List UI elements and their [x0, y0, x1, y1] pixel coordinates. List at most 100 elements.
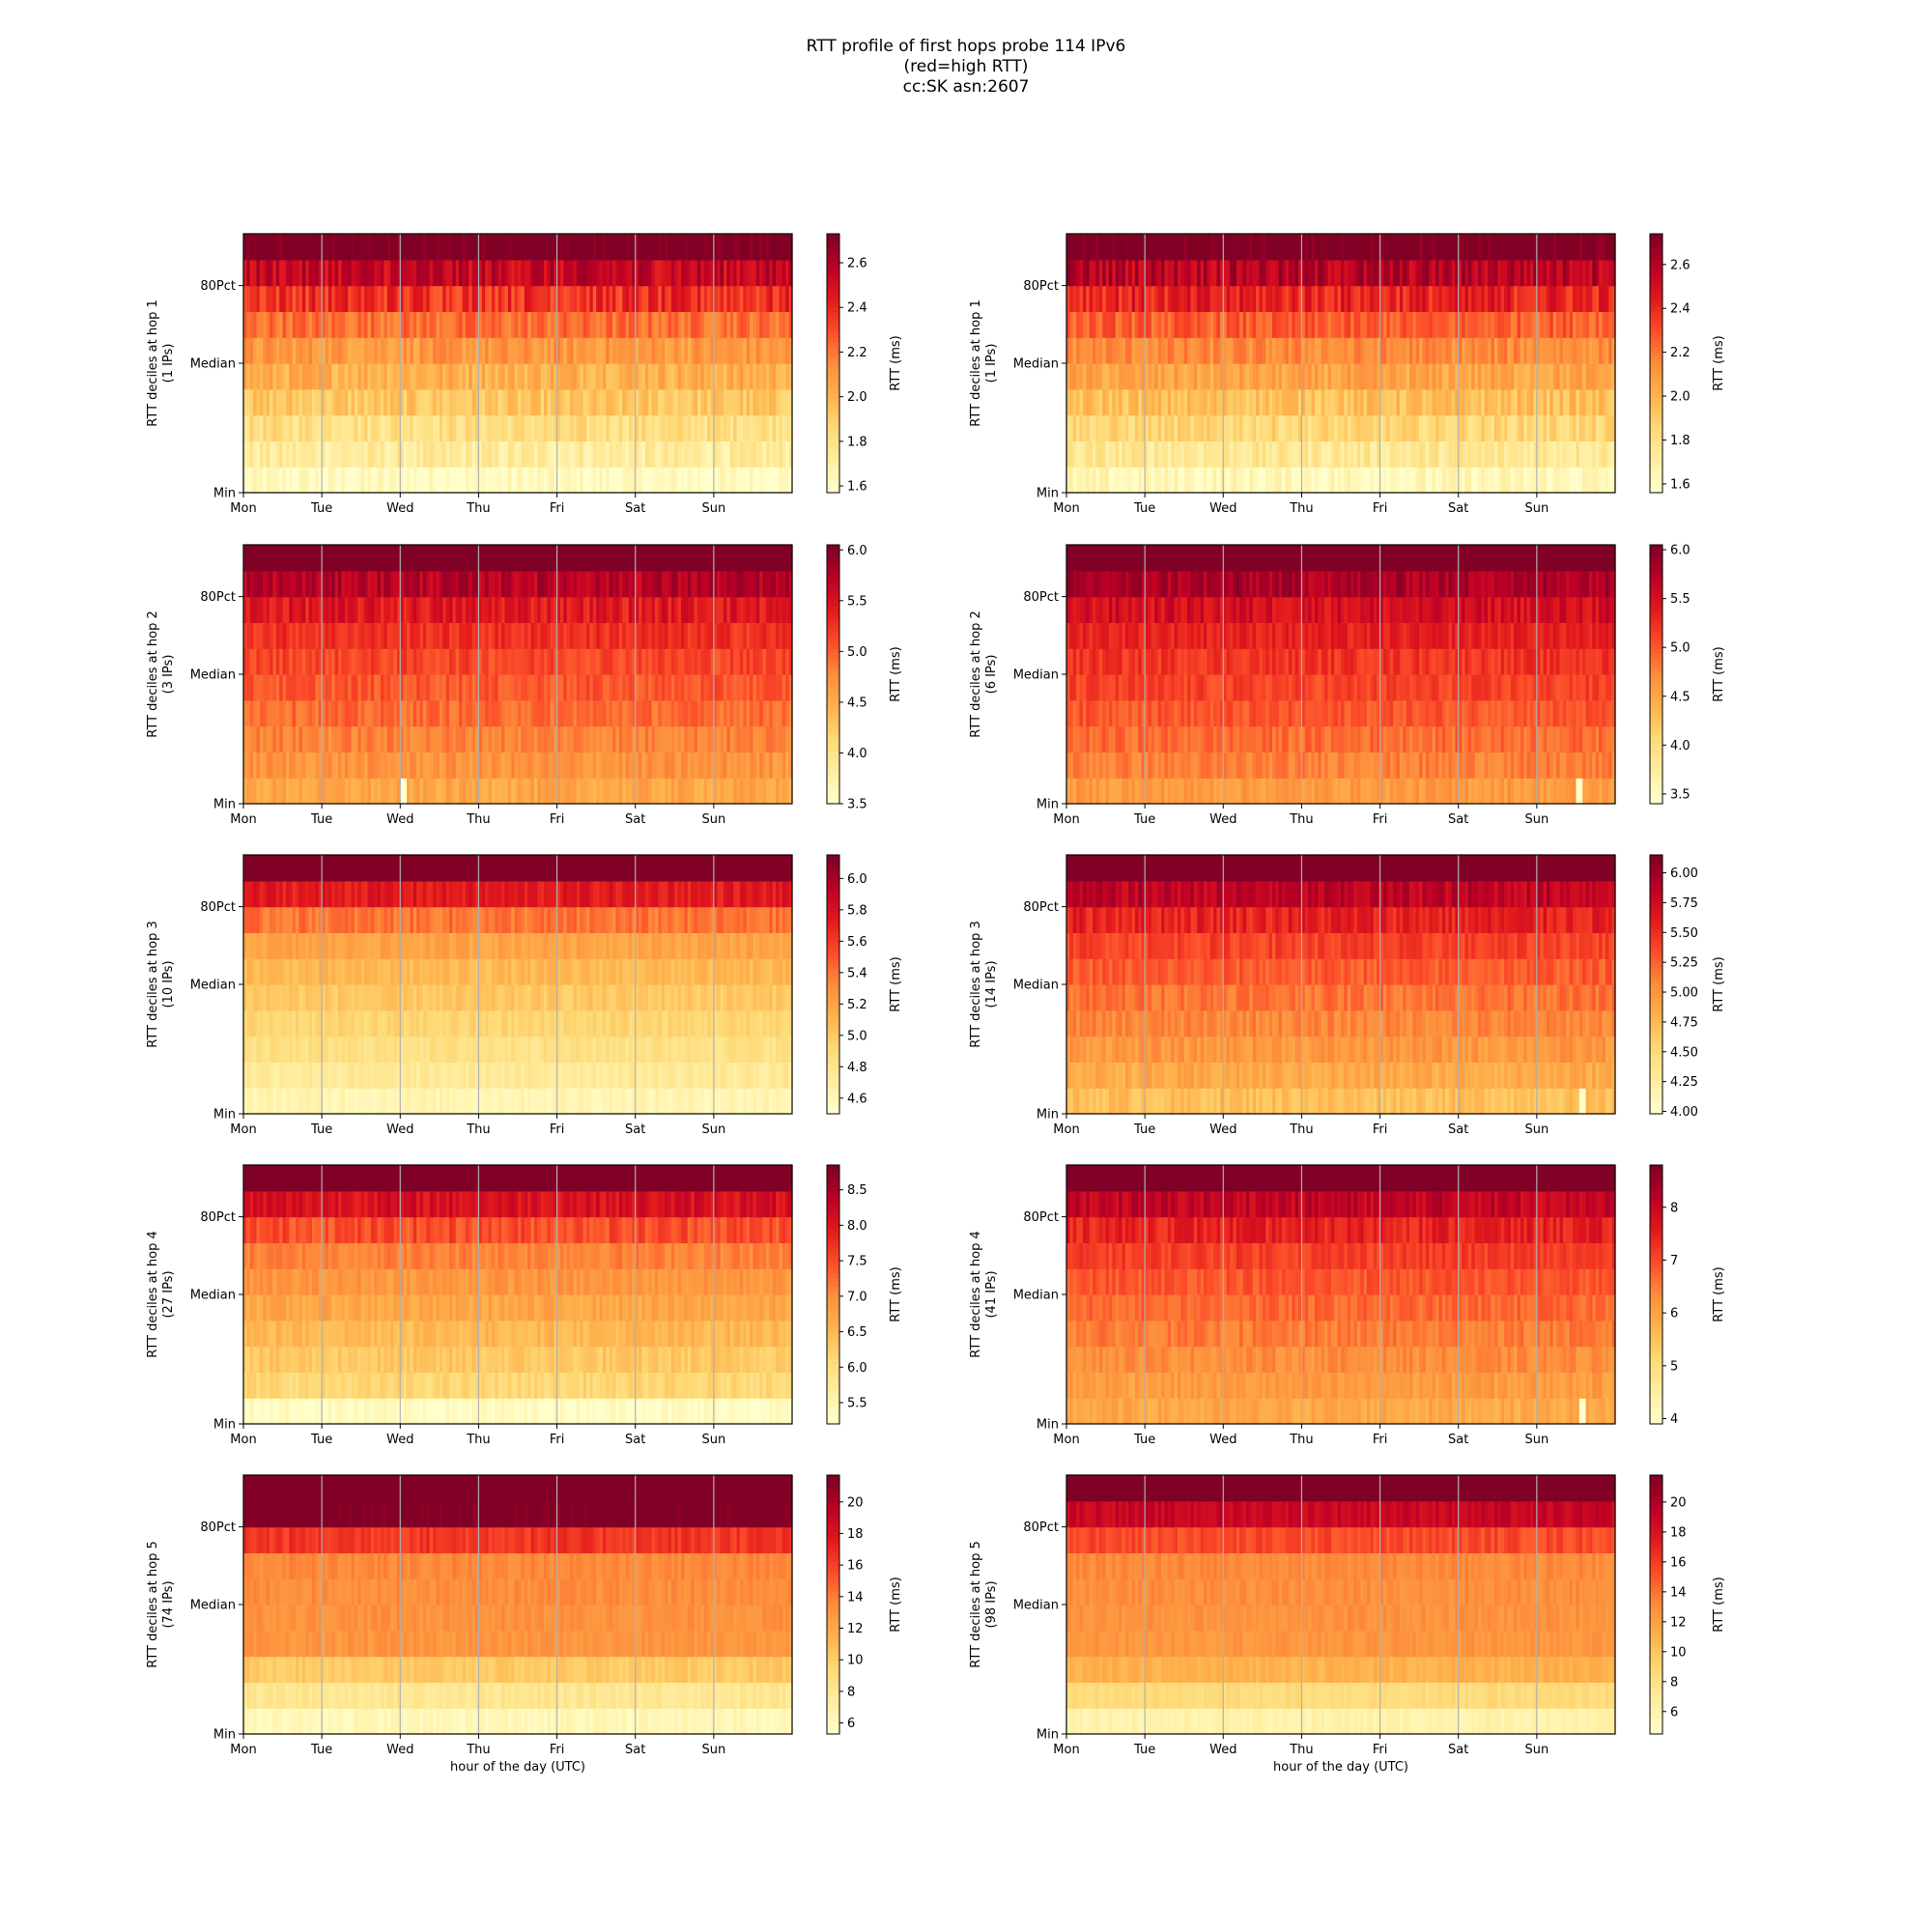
heatmap-cell	[354, 311, 358, 338]
colorbar-band	[827, 458, 839, 464]
heatmap-cell	[1337, 414, 1342, 441]
heatmap-cell	[318, 467, 323, 494]
colorbar-band	[1650, 350, 1662, 355]
heatmap-cell	[246, 467, 251, 494]
heatmap-cell	[1124, 414, 1129, 441]
heatmap-cell	[334, 311, 339, 338]
heatmap-cell	[1514, 467, 1519, 494]
heatmap-cell	[628, 363, 633, 390]
heatmap-cell	[390, 337, 395, 364]
heatmap-cell	[1552, 467, 1557, 494]
heatmap-cell	[374, 440, 379, 468]
heatmap-cell	[550, 259, 554, 287]
heatmap-cell	[351, 440, 355, 468]
heatmap-cell	[785, 337, 790, 364]
heatmap-cell	[471, 311, 476, 338]
heatmap-cell	[710, 363, 715, 390]
heatmap-cell	[1252, 337, 1257, 364]
heatmap-cell	[433, 285, 438, 312]
heatmap-cell	[1082, 388, 1087, 416]
heatmap-cell	[687, 259, 692, 287]
heatmap-cell	[559, 414, 564, 441]
heatmap-cell	[325, 414, 329, 441]
heatmap-cell	[1112, 414, 1117, 441]
heatmap-cell	[445, 337, 450, 364]
heatmap-cell	[1288, 467, 1293, 494]
heatmap-cell	[639, 337, 643, 364]
heatmap-cell	[348, 259, 353, 287]
heatmap-cell	[1356, 337, 1361, 364]
heatmap-cell	[1138, 388, 1143, 416]
heatmap-cell	[390, 440, 395, 468]
heatmap-cell	[537, 311, 542, 338]
heatmap-cell	[462, 440, 467, 468]
heatmap-cell	[452, 259, 457, 287]
heatmap-cell	[315, 467, 320, 494]
heatmap-cell	[717, 467, 722, 494]
heatmap-cell	[602, 674, 607, 701]
heatmap-cell	[779, 311, 783, 338]
heatmap-cell	[720, 414, 724, 441]
heatmap-cell	[396, 311, 401, 338]
heatmap-cell	[606, 440, 611, 468]
heatmap-cell	[341, 259, 346, 287]
heatmap-cell	[576, 311, 581, 338]
heatmap-cell	[351, 337, 355, 364]
heatmap-cell	[596, 337, 601, 364]
heatmap-cell	[455, 234, 460, 261]
heatmap-cell	[272, 414, 277, 441]
heatmap-cell	[1262, 467, 1266, 494]
heatmap-cell	[327, 311, 332, 338]
heatmap-cell	[580, 414, 584, 441]
heatmap-cell	[452, 388, 457, 416]
heatmap-cell	[403, 363, 408, 390]
heatmap-cell	[521, 363, 526, 390]
heatmap-cell	[455, 337, 460, 364]
heatmap-cell	[266, 388, 270, 416]
heatmap-cell	[1588, 440, 1593, 468]
heatmap-cell	[606, 234, 611, 261]
heatmap-cell	[344, 285, 349, 312]
heatmap-cell	[644, 388, 649, 416]
heatmap-cell	[514, 259, 519, 287]
colorbar-band	[1650, 428, 1662, 434]
heatmap-cell	[334, 440, 339, 468]
heatmap-cell	[341, 414, 346, 441]
heatmap-cell	[1268, 467, 1273, 494]
heatmap-cell	[563, 414, 568, 441]
heatmap-cell	[1098, 414, 1103, 441]
heatmap-cell	[1308, 440, 1313, 468]
heatmap-cell	[1611, 467, 1616, 494]
heatmap-cell	[750, 440, 754, 468]
heatmap-cell	[327, 337, 332, 364]
colorbar-band	[1650, 419, 1662, 425]
heatmap-cell	[547, 363, 552, 390]
heatmap-cell	[1122, 414, 1126, 441]
heatmap-cell	[540, 337, 545, 364]
heatmap-cell	[400, 285, 405, 312]
heatmap-cell	[743, 440, 748, 468]
colorbar-band	[827, 470, 839, 476]
heatmap-cell	[360, 440, 365, 468]
heatmap-cell	[357, 388, 362, 416]
heatmap-cell	[1530, 414, 1535, 441]
heatmap-cell	[462, 414, 467, 441]
heatmap-cell	[635, 234, 639, 261]
heatmap-cell	[1382, 440, 1387, 468]
heatmap-cell	[259, 337, 264, 364]
heatmap-cell	[459, 467, 464, 494]
heatmap-cell	[533, 285, 538, 312]
heatmap-cell	[1484, 467, 1489, 494]
heatmap-cell	[1478, 414, 1482, 441]
heatmap-cell	[602, 311, 607, 338]
heatmap-cell	[530, 259, 535, 287]
heatmap-cell	[606, 388, 611, 416]
heatmap-cell	[586, 311, 590, 338]
heatmap-cell	[755, 337, 760, 364]
heatmap-cell	[544, 259, 549, 287]
heatmap-cell	[495, 259, 499, 287]
heatmap-cell	[370, 363, 375, 390]
heatmap-cell	[720, 259, 724, 287]
heatmap-cell	[1582, 440, 1587, 468]
